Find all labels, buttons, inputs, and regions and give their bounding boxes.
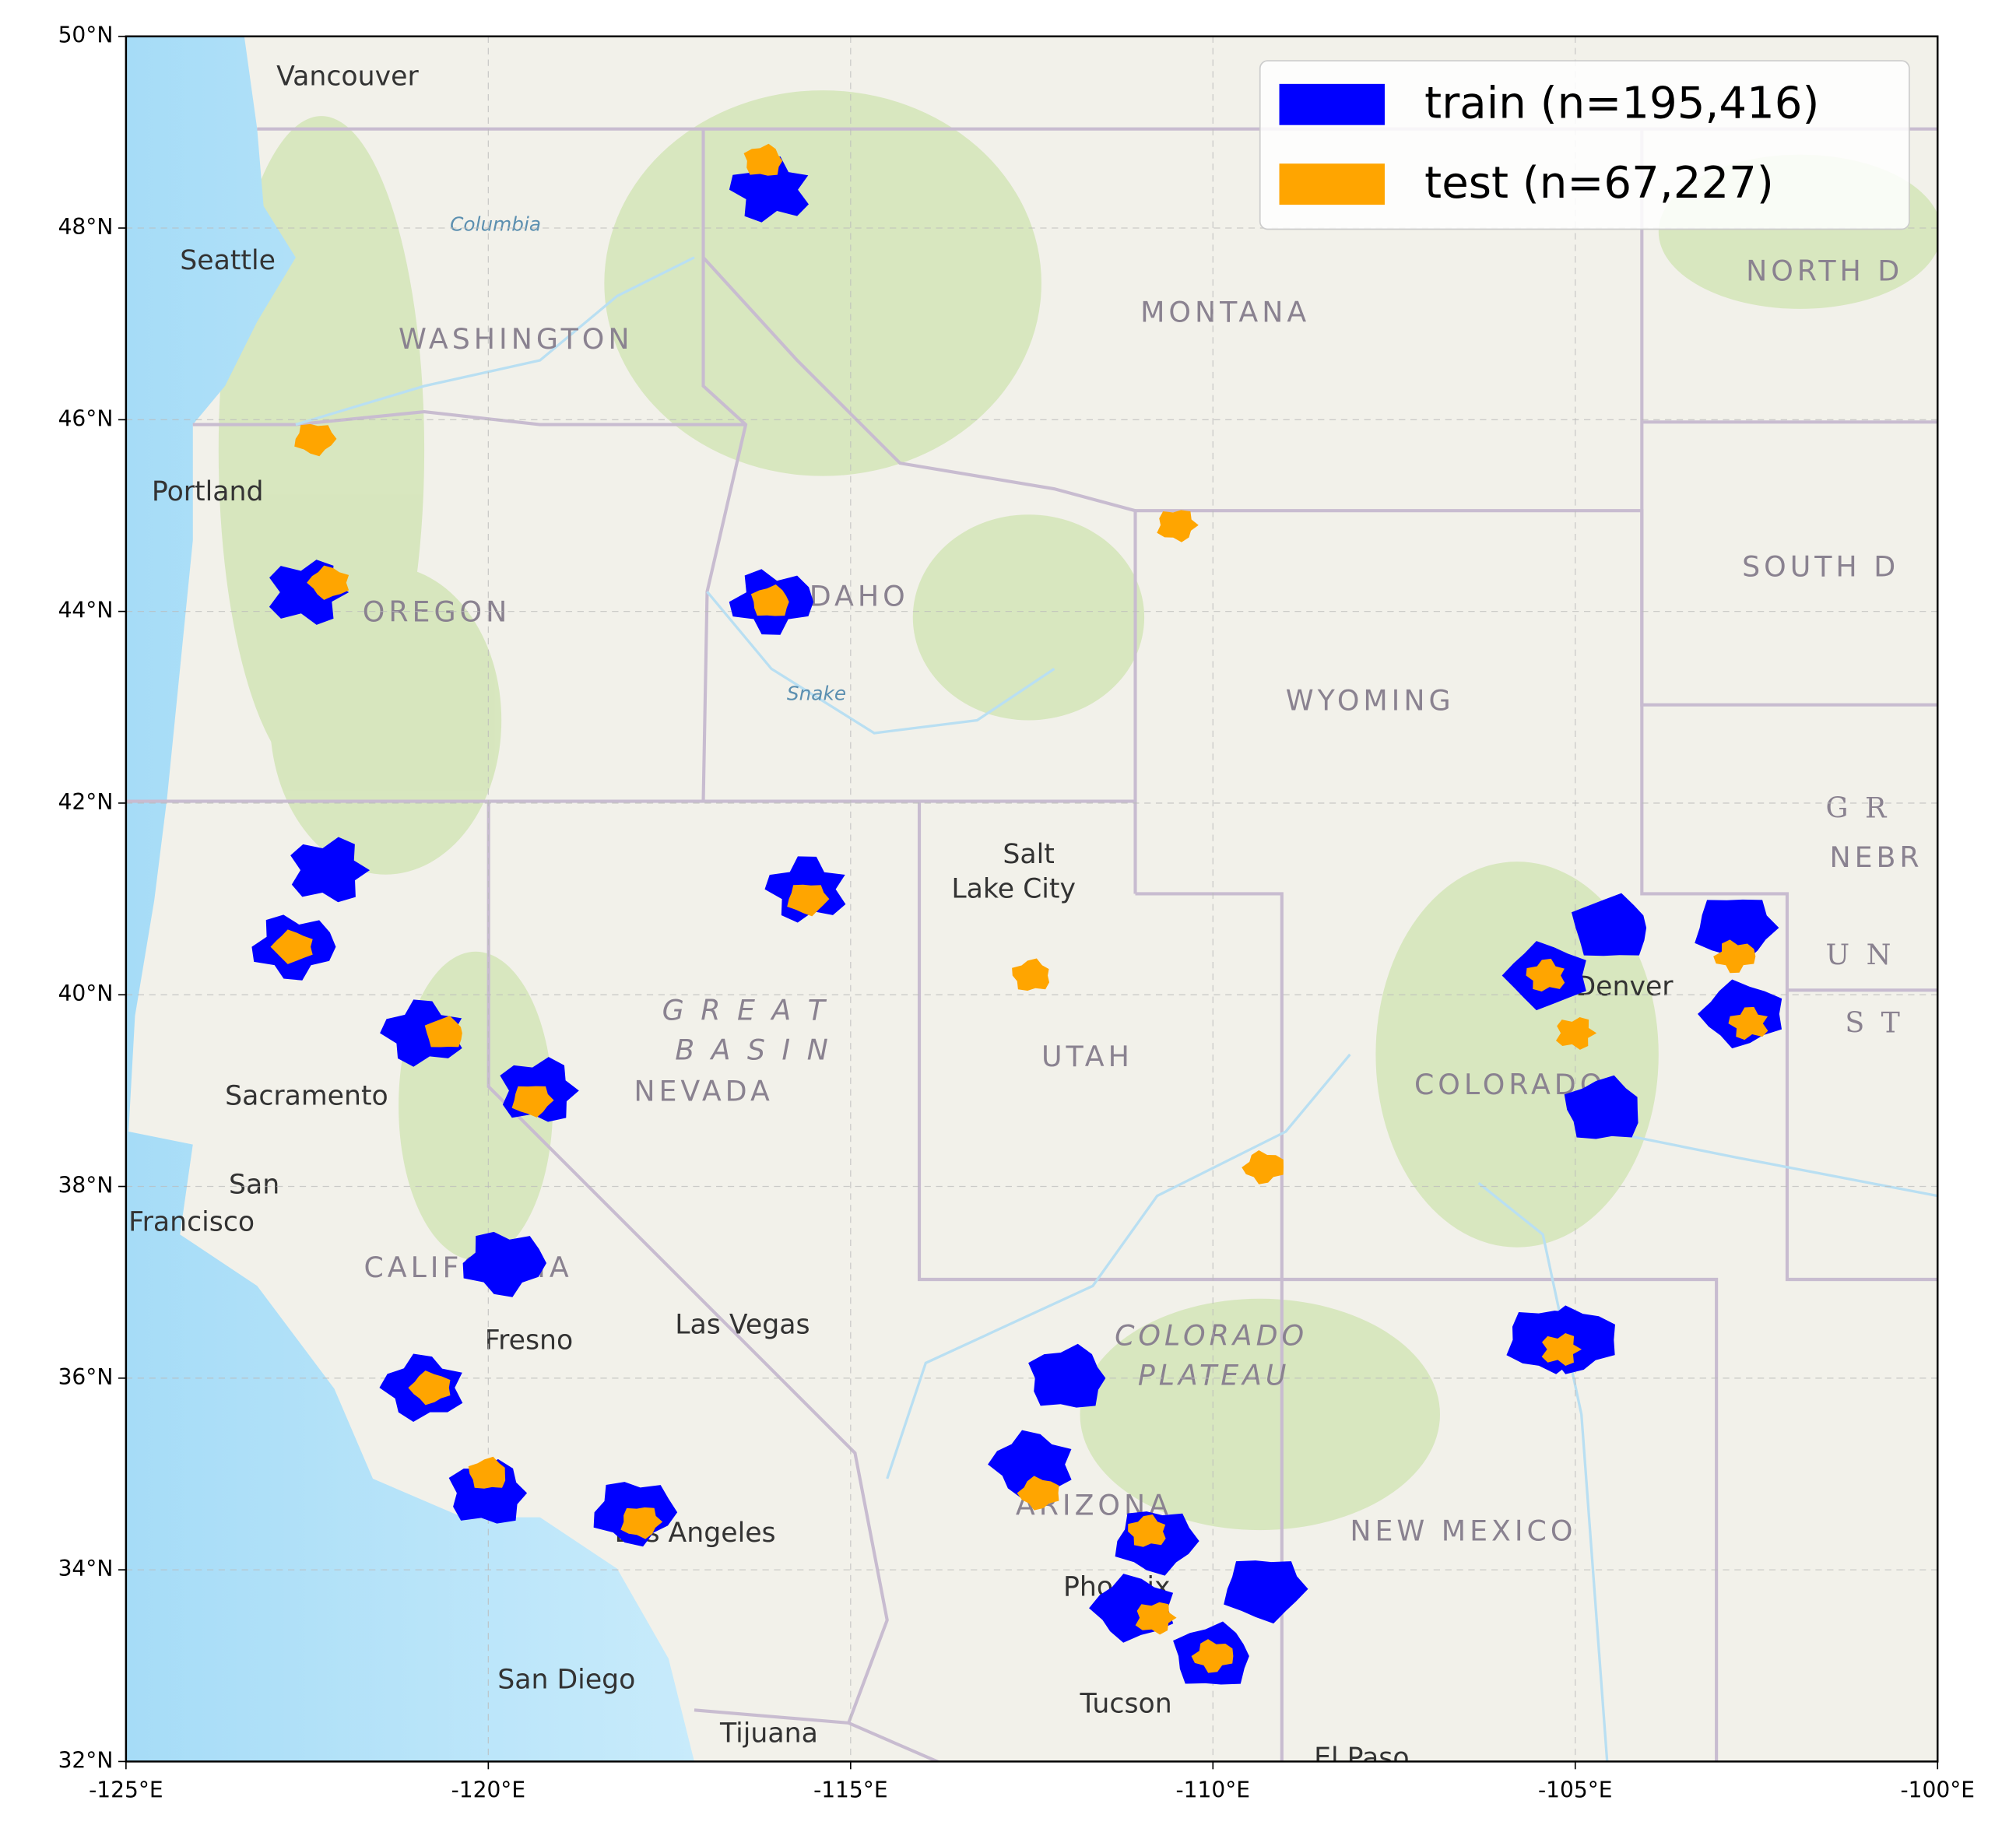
train-cluster (1028, 1343, 1106, 1408)
legend-swatch (1279, 163, 1385, 205)
test-cluster (1157, 510, 1199, 542)
legend-swatch (1279, 83, 1385, 125)
x-tick-label: -105°E (1538, 1777, 1613, 1802)
map-label: Fresno (485, 1325, 574, 1356)
legend: train (n=195,416) test (n=67,227) (1259, 60, 1910, 230)
x-tick-label: -115°E (813, 1777, 888, 1802)
map-label: Portland (152, 476, 264, 507)
map-label: Tucson (1080, 1689, 1172, 1720)
map-label: Salt (1003, 839, 1054, 870)
test-cluster (1728, 1006, 1768, 1041)
map-label: NORTH D (1746, 254, 1903, 288)
map-label: WASHINGTON (399, 322, 633, 356)
test-cluster (1713, 939, 1756, 974)
train-cluster (1571, 893, 1647, 956)
map-label: Francisco (128, 1206, 255, 1237)
train-cluster (380, 999, 462, 1067)
map-label: NEW MEXICO (1350, 1514, 1576, 1547)
map-label: IDAHO (797, 580, 909, 613)
map-label: COLORADO (1115, 1318, 1308, 1352)
test-cluster (743, 143, 783, 176)
x-tick-label: -125°E (89, 1777, 163, 1802)
map-label: Lake City (951, 874, 1076, 905)
test-cluster (1191, 1639, 1234, 1673)
y-tick-label: 42°N (58, 789, 114, 815)
test-cluster (1012, 958, 1050, 991)
test-cluster (468, 1456, 506, 1489)
rivers (295, 256, 1938, 1762)
test-cluster (620, 1507, 663, 1539)
map-label: NEVADA (634, 1074, 773, 1107)
test-cluster (787, 884, 830, 917)
map-label: Seattle (180, 245, 276, 276)
x-tick-label: -120°E (451, 1777, 526, 1802)
plot-frame (125, 35, 1939, 1763)
y-tick-label: 34°N (58, 1556, 114, 1581)
x-tick-label: -100°E (1900, 1777, 1975, 1802)
map-label: NEBR (1829, 841, 1923, 874)
map-label: Las Vegas (675, 1309, 810, 1340)
legend-label: train (n=195,416) (1424, 79, 1819, 129)
map-label: Snake (787, 682, 846, 704)
basemap: VancouverSeattlePortlandWASHINGTONOREGON… (125, 36, 1938, 1774)
map-label: G R (1826, 791, 1891, 825)
map-label: Denver (1575, 971, 1674, 1002)
x-tick-label: -110°E (1176, 1777, 1251, 1802)
map-label: PLATEAU (1138, 1359, 1291, 1392)
map-label: WYOMING (1286, 683, 1455, 717)
test-cluster (1541, 1333, 1582, 1366)
train-cluster (448, 1458, 528, 1524)
test-cluster (1017, 1476, 1059, 1511)
map-label: S T (1845, 1005, 1904, 1039)
map-label: El Paso (1314, 1742, 1409, 1774)
y-tick-label: 40°N (58, 981, 114, 1006)
test-cluster (1128, 1514, 1166, 1547)
map-label: San (229, 1169, 279, 1200)
y-tick-label: 44°N (58, 598, 114, 623)
map-label: UTAH (1041, 1040, 1133, 1073)
train-cluster (1564, 1075, 1638, 1139)
test-cluster (307, 565, 349, 600)
test-cluster (408, 1370, 451, 1406)
test-cluster (1135, 1602, 1177, 1635)
y-tick-label: 32°N (58, 1747, 114, 1773)
map-label: G R E A T (662, 993, 829, 1027)
test-cluster (270, 929, 313, 964)
train-cluster (1695, 899, 1779, 963)
test-cluster (750, 584, 789, 616)
map-label: Vancouver (276, 61, 419, 93)
test-cluster (294, 423, 337, 457)
map-label: Sacramento (225, 1080, 388, 1111)
legend-box (1259, 60, 1910, 230)
train-cluster (290, 837, 371, 903)
map-label: San Diego (497, 1664, 635, 1695)
y-tick-label: 50°N (58, 23, 114, 48)
y-tick-label: 38°N (58, 1173, 114, 1199)
map-label: U N (1826, 938, 1895, 971)
y-tick-label: 36°N (58, 1364, 114, 1390)
train-cluster (462, 1231, 547, 1297)
map-label: MONTANA (1140, 296, 1310, 329)
test-cluster (1555, 1017, 1597, 1050)
train-cluster (1224, 1560, 1308, 1624)
test-cluster (1526, 958, 1565, 991)
y-tick-label: 46°N (58, 405, 114, 431)
map-label: B A S I N (675, 1034, 832, 1067)
map-label: Columbia (450, 213, 541, 236)
test-cluster (424, 1016, 462, 1048)
map-label: SOUTH D (1742, 550, 1899, 584)
map-label: Tijuana (719, 1718, 818, 1750)
ocean (125, 36, 694, 1762)
test-cluster (1242, 1149, 1284, 1184)
test-cluster (511, 1086, 554, 1118)
y-tick-label: 48°N (58, 214, 114, 240)
legend-label: test (n=67,227) (1424, 158, 1774, 209)
